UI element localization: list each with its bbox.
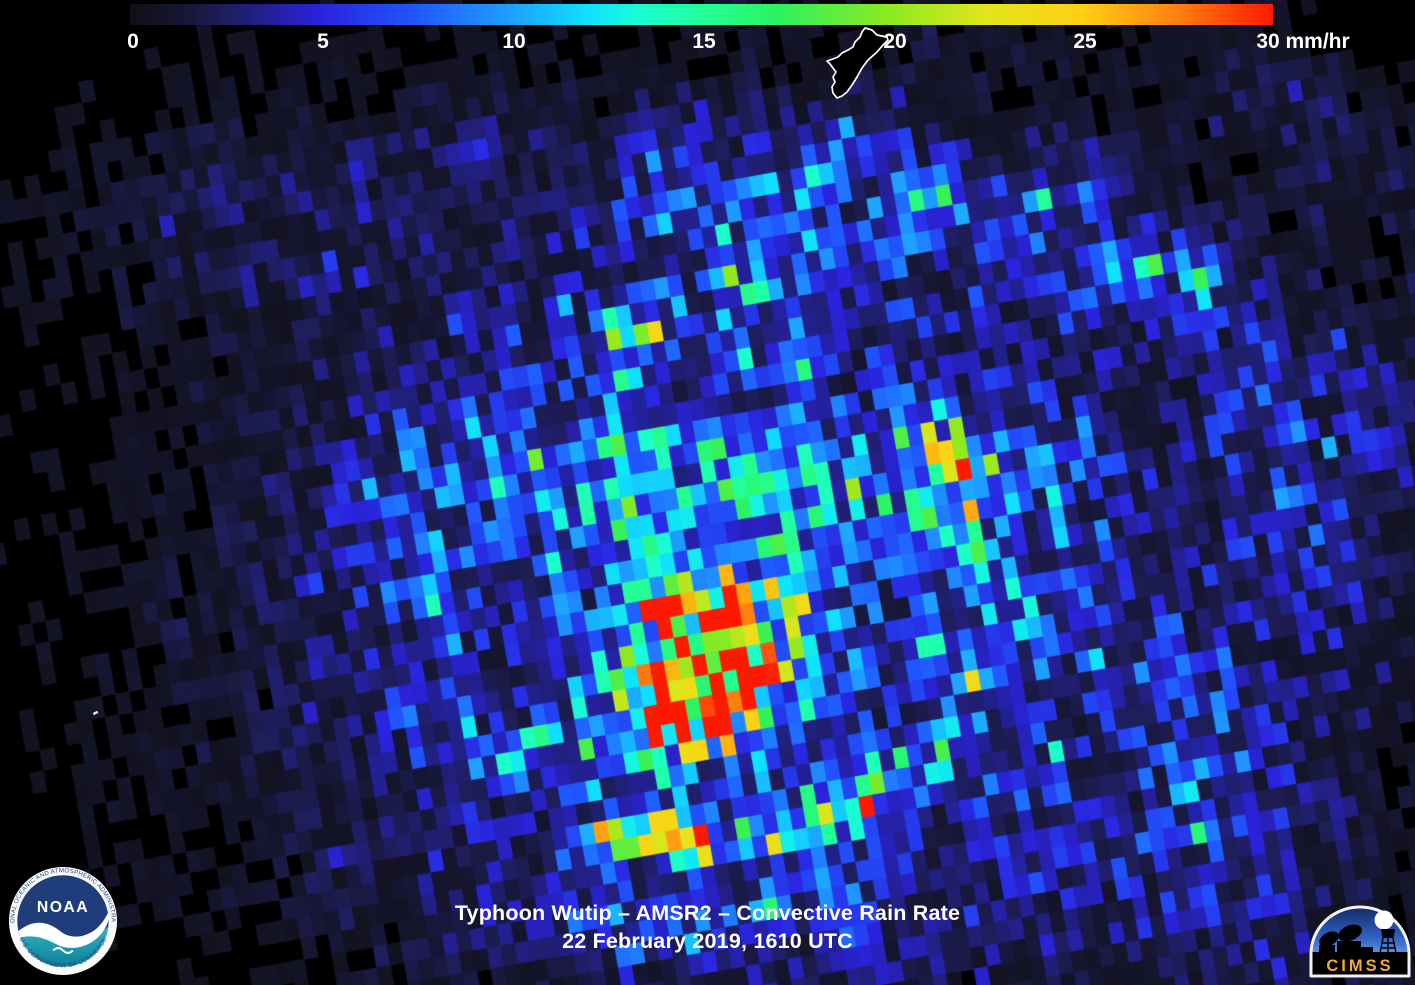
noaa-gull-icon (17, 907, 109, 948)
cimss-logo: CIMSS (1309, 905, 1411, 978)
caption-line1: Typhoon Wutip – AMSR2 – Convective Rain … (454, 901, 961, 925)
caption-line2: 22 February 2019, 1610 UTC (562, 929, 853, 953)
colorbar-tick-label: 10 (502, 30, 526, 53)
water-tower-icon (1379, 937, 1397, 954)
noaa-logo: NOAA NATIONAL OCEANIC AND ATMOSPHERIC AD… (6, 862, 118, 976)
colorbar-ticks: 0 5 10 15 20 25 30 mm/hr (0, 0, 1415, 60)
colorbar-tick-label: 20 (883, 30, 907, 53)
observatory-silhouette (1312, 924, 1408, 975)
colorbar (130, 4, 1273, 25)
noaa-wordmark: NOAA (37, 899, 89, 916)
moon-icon (1374, 910, 1394, 930)
colorbar-tick-label: 0 (127, 30, 139, 53)
radar-dish-icon (1319, 931, 1339, 947)
colorbar-tick-label: 30 mm/hr (1256, 30, 1350, 53)
caption: Typhoon Wutip – AMSR2 – Convective Rain … (258, 899, 1158, 955)
radar-dish-icon (1338, 924, 1362, 942)
colorbar-tick-label: 25 (1073, 30, 1097, 53)
colorbar-tick-label: 5 (317, 30, 329, 53)
cimss-wordmark: CIMSS (1326, 957, 1393, 975)
noaa-small-bird-icon (52, 947, 74, 954)
colorbar-tick-label: 15 (692, 30, 716, 53)
